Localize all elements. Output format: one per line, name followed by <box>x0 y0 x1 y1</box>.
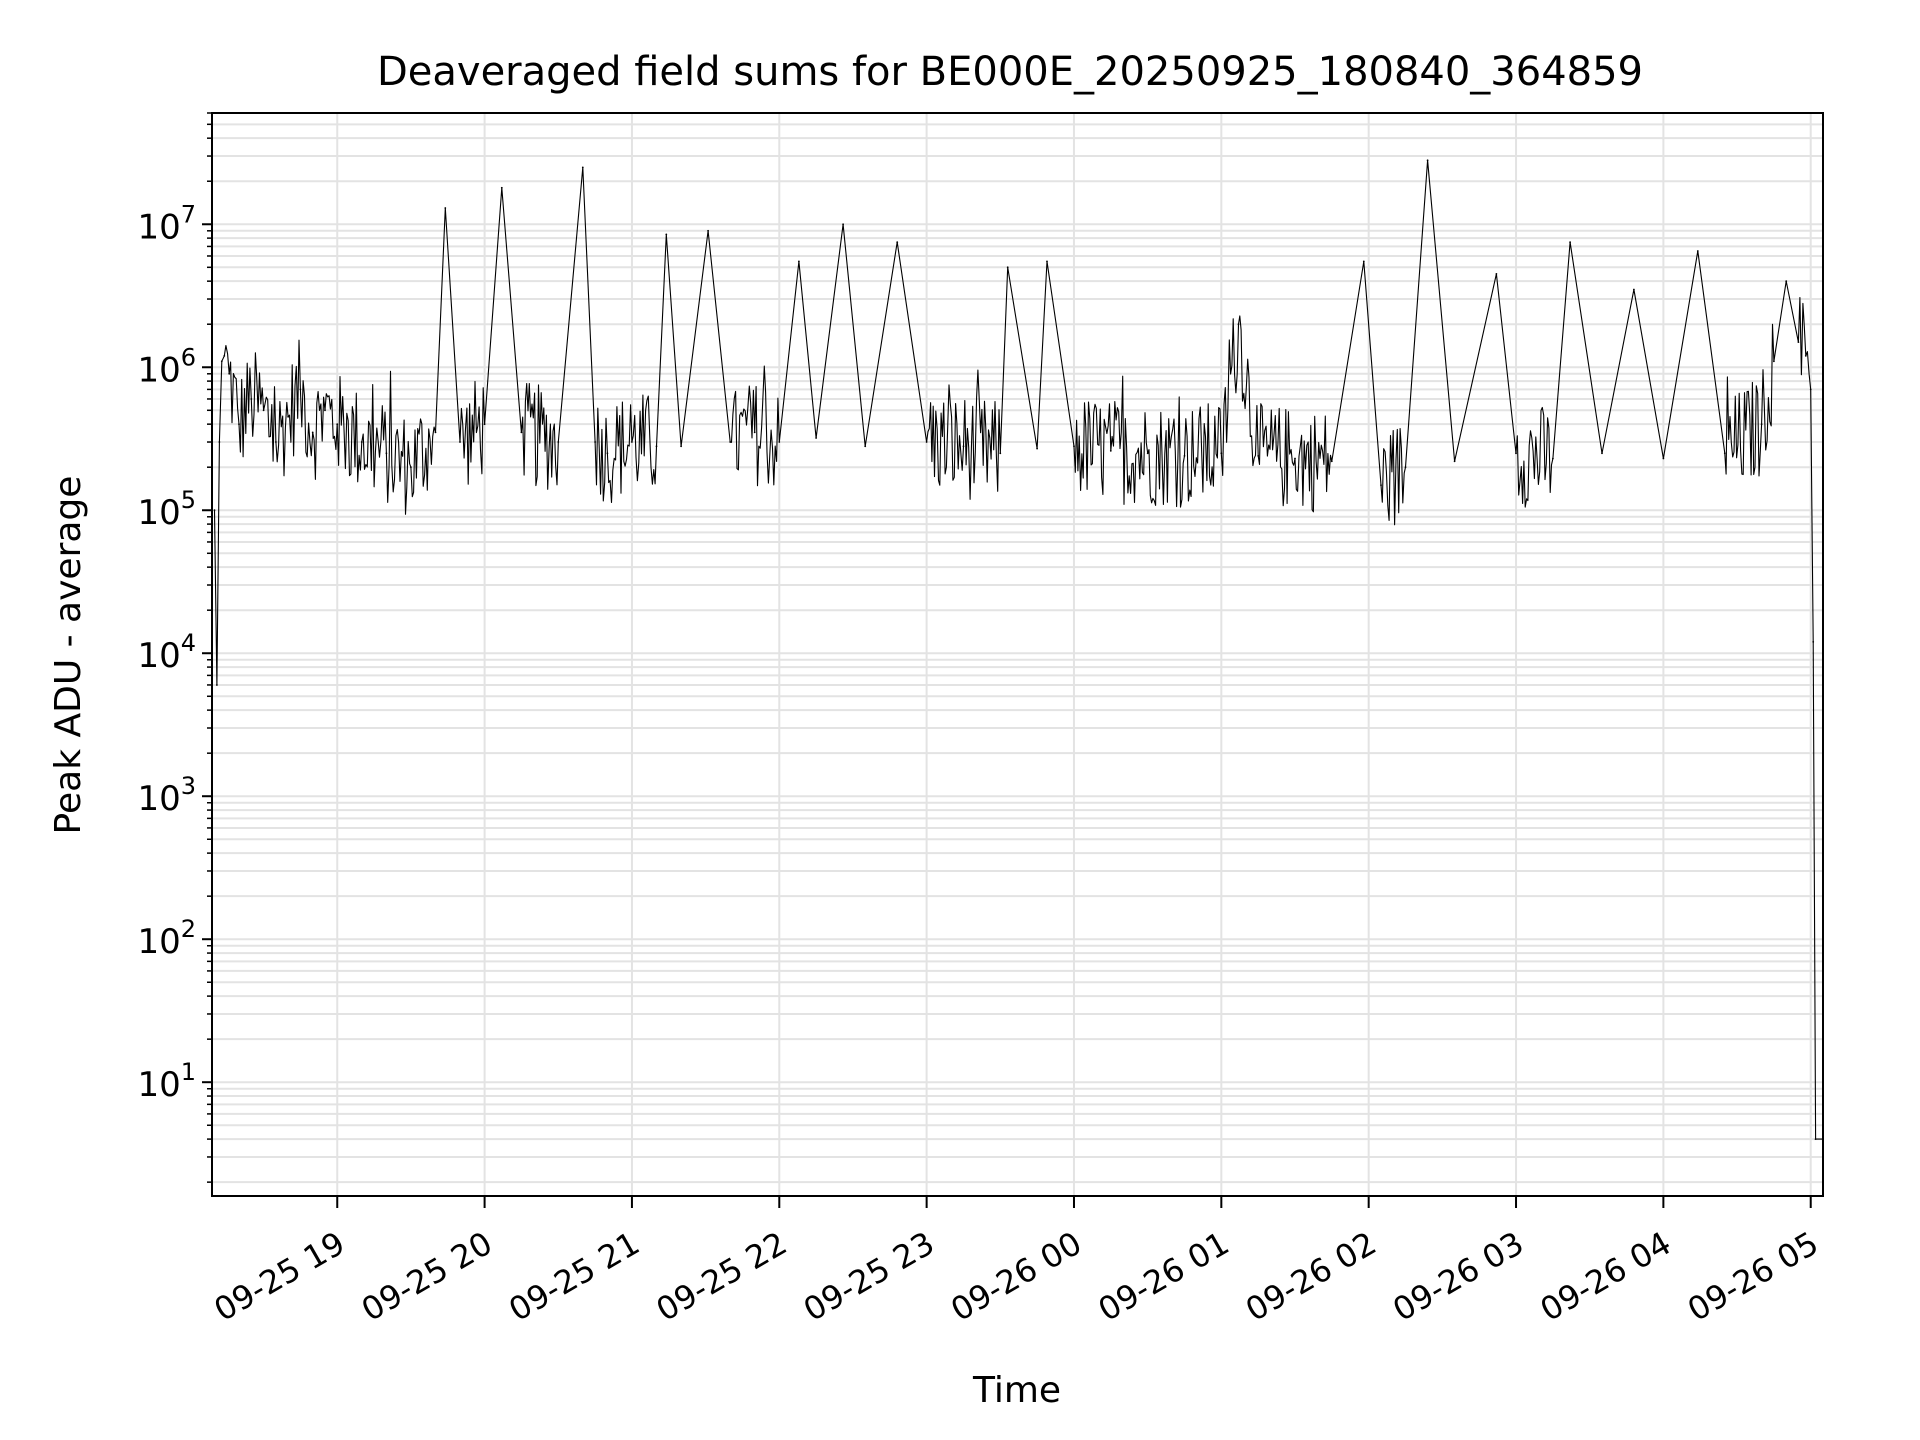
data-point <box>815 437 817 439</box>
data-point <box>1237 323 1240 326</box>
data-point <box>385 452 388 455</box>
series-layer <box>213 159 1824 1140</box>
data-point <box>410 466 412 469</box>
data-point <box>1696 250 1699 252</box>
y-tick-label: 101 <box>137 1058 196 1105</box>
data-point <box>223 355 226 357</box>
data-point <box>459 441 461 443</box>
data-point <box>1785 280 1788 283</box>
data-point <box>1453 460 1456 463</box>
data-point <box>606 452 609 455</box>
data-point <box>262 409 265 412</box>
data-point <box>842 223 844 226</box>
data-point <box>999 452 1002 455</box>
plot-area-frame <box>211 112 1824 1197</box>
data-point <box>444 207 447 209</box>
data-point <box>1515 452 1517 455</box>
data-point <box>250 398 253 400</box>
data-point <box>216 684 218 686</box>
data-point <box>1812 641 1815 643</box>
data-point <box>218 441 221 443</box>
data-point <box>778 441 781 443</box>
data-point <box>864 445 867 448</box>
chart-title: Deaveraged field sums for BE000E_2025092… <box>377 49 1643 95</box>
data-point <box>1601 452 1603 455</box>
y-tick-label: 102 <box>137 915 196 962</box>
data-point <box>896 241 899 244</box>
data-point <box>1809 388 1812 391</box>
data-point <box>1257 455 1260 457</box>
data-point <box>299 388 302 391</box>
data-point <box>311 431 314 434</box>
data-point <box>434 431 437 434</box>
data-point <box>1760 423 1763 426</box>
data-point <box>1495 273 1498 275</box>
data-point <box>1220 452 1223 455</box>
data-point <box>500 186 503 189</box>
data-point <box>581 166 584 169</box>
data-point <box>336 423 339 426</box>
y-axis-label: Peak ADU - average <box>48 476 89 835</box>
data-point <box>1380 484 1382 486</box>
data-point <box>925 441 928 443</box>
x-axis-label: Time <box>972 1370 1061 1411</box>
data-point <box>1723 452 1726 455</box>
data-point <box>213 509 216 512</box>
data-point <box>1797 341 1800 343</box>
data-point <box>1183 455 1186 457</box>
data-point <box>1552 457 1554 460</box>
data-point <box>1569 241 1571 244</box>
data-point <box>360 441 363 443</box>
data-point <box>594 441 596 443</box>
data-point <box>1036 447 1038 450</box>
y-tick-label: 103 <box>137 772 196 819</box>
y-tick-label: 105 <box>137 486 196 533</box>
data-point <box>1046 260 1048 263</box>
data-point <box>1814 1138 1817 1140</box>
data-point <box>1146 452 1149 455</box>
data-point <box>220 360 223 363</box>
data-point <box>275 441 277 443</box>
y-tick-label: 107 <box>137 200 196 247</box>
data-point <box>1330 460 1333 463</box>
data-point <box>1404 466 1407 469</box>
data-point <box>631 441 633 443</box>
data-point <box>707 229 709 232</box>
data-point <box>1294 457 1296 460</box>
data-point <box>1633 288 1635 291</box>
data-point <box>1362 260 1365 263</box>
data-point <box>520 431 523 434</box>
y-tick-label: 106 <box>137 343 196 390</box>
data-point <box>655 445 658 448</box>
gridlines <box>212 112 1823 1196</box>
y-tick-label: 104 <box>137 629 196 676</box>
data-point <box>324 409 326 412</box>
data-point <box>680 445 682 448</box>
data-point <box>1006 266 1009 269</box>
data-point <box>729 441 732 443</box>
data-series-line <box>213 159 1823 1140</box>
data-point <box>228 372 231 375</box>
data-point <box>557 441 560 443</box>
data-point <box>1662 457 1665 460</box>
data-point <box>483 423 486 426</box>
data-point <box>962 445 965 448</box>
data-point <box>753 431 756 434</box>
data-point <box>287 415 289 418</box>
data-point <box>1773 360 1775 363</box>
data-point <box>1073 445 1075 448</box>
data-point <box>1109 450 1112 452</box>
data-point <box>798 260 800 263</box>
data-point <box>1804 355 1807 357</box>
data-point <box>1426 159 1429 162</box>
data-point <box>238 423 240 426</box>
data-point <box>665 233 668 236</box>
